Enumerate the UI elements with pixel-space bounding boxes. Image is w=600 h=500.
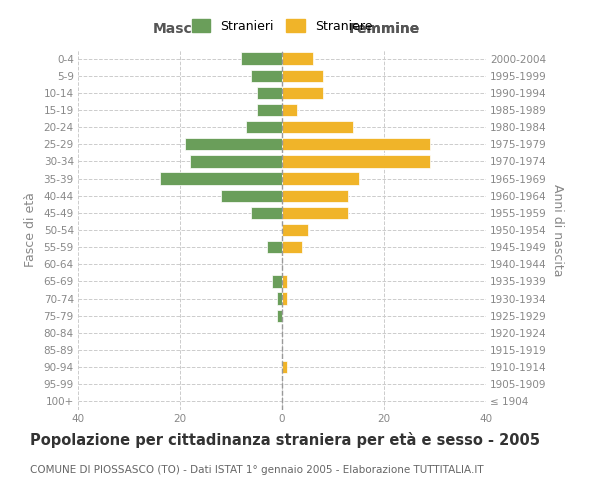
- Text: Popolazione per cittadinanza straniera per età e sesso - 2005: Popolazione per cittadinanza straniera p…: [30, 432, 540, 448]
- Text: Maschi: Maschi: [153, 22, 207, 36]
- Bar: [251, 206, 282, 219]
- Bar: [277, 310, 282, 322]
- Bar: [282, 241, 302, 254]
- Bar: [282, 156, 430, 168]
- Bar: [251, 70, 282, 82]
- Text: Femmine: Femmine: [349, 22, 419, 36]
- Bar: [241, 52, 282, 64]
- Bar: [282, 70, 323, 82]
- Text: Femmine: Femmine: [349, 22, 419, 36]
- Bar: [221, 190, 282, 202]
- Bar: [282, 121, 353, 134]
- Bar: [282, 361, 287, 374]
- Bar: [257, 104, 282, 116]
- Y-axis label: Anni di nascita: Anni di nascita: [551, 184, 563, 276]
- Bar: [282, 172, 359, 184]
- Bar: [257, 86, 282, 99]
- Bar: [160, 172, 282, 184]
- Bar: [282, 190, 349, 202]
- Bar: [282, 292, 287, 304]
- Bar: [282, 206, 349, 219]
- Bar: [190, 156, 282, 168]
- Bar: [272, 276, 282, 287]
- Bar: [282, 224, 308, 236]
- Bar: [282, 104, 298, 116]
- Bar: [282, 276, 287, 287]
- Bar: [282, 86, 323, 99]
- Text: COMUNE DI PIOSSASCO (TO) - Dati ISTAT 1° gennaio 2005 - Elaborazione TUTTITALIA.: COMUNE DI PIOSSASCO (TO) - Dati ISTAT 1°…: [30, 465, 484, 475]
- Y-axis label: Fasce di età: Fasce di età: [23, 192, 37, 268]
- Legend: Stranieri, Straniere: Stranieri, Straniere: [185, 13, 379, 39]
- Bar: [282, 52, 313, 64]
- Bar: [267, 241, 282, 254]
- Bar: [185, 138, 282, 150]
- Bar: [282, 138, 430, 150]
- Bar: [277, 292, 282, 304]
- Bar: [247, 121, 282, 134]
